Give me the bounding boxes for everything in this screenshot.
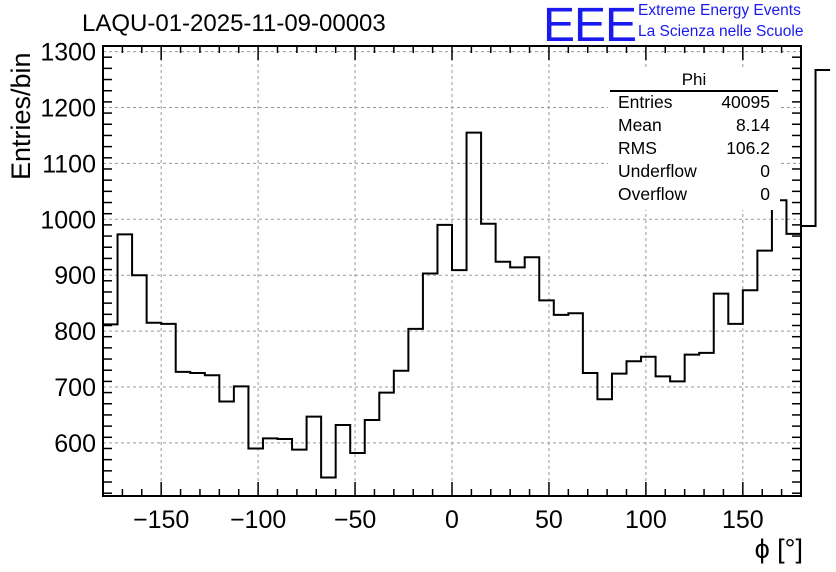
logo-line-2: La Scienza nelle Scuole	[638, 23, 804, 40]
stats-label: Mean	[618, 115, 662, 135]
y-axis-label: Entries/bin	[6, 52, 36, 180]
y-tick-label: 1000	[40, 206, 96, 234]
y-tick-label: 700	[54, 374, 96, 402]
stats-label: Overflow	[618, 184, 688, 204]
stats-label: Entries	[618, 92, 673, 112]
x-tick-label: 0	[445, 506, 459, 534]
stats-value: 0	[760, 184, 770, 204]
stats-label: Underflow	[618, 161, 697, 181]
x-tick-label: 150	[722, 506, 764, 534]
stats-box: Phi Entries 40095 Mean 8.14 RMS 106.2 Un…	[608, 70, 780, 210]
y-tick-label: 600	[54, 430, 96, 458]
stats-divider	[610, 90, 778, 92]
stats-value: 106.2	[726, 138, 770, 158]
chart-title: LAQU-01-2025-11-09-00003	[82, 10, 386, 37]
stats-label: RMS	[618, 138, 657, 158]
histogram-series	[103, 69, 831, 479]
stats-value: 8.14	[735, 115, 770, 135]
x-axis-label: ϕ [°]	[754, 534, 803, 564]
axis-ticks	[102, 45, 802, 496]
y-tick-label: 900	[54, 262, 96, 290]
x-tick-label: 50	[535, 506, 563, 534]
stats-title: Phi	[681, 70, 707, 89]
stats-value: 40095	[721, 92, 770, 112]
stats-value: 0	[760, 161, 770, 181]
y-tick-label: 1200	[40, 94, 96, 122]
x-tick-label: −50	[334, 506, 376, 534]
y-tick-label: 800	[54, 318, 96, 346]
y-tick-label: 1300	[40, 39, 96, 67]
x-tick-labels: −150 −100 −50 0 50 100 150	[133, 506, 764, 534]
x-tick-label: −150	[133, 506, 189, 534]
y-tick-label: 1100	[42, 150, 96, 178]
x-tick-label: −100	[230, 506, 286, 534]
y-tick-labels: 600 700 800 900 1000 1100 1200 1300	[40, 39, 96, 458]
logo-line-1: Extreme Energy Events	[638, 2, 801, 19]
eee-logo-mark: EEE	[543, 0, 637, 52]
x-tick-label: 100	[625, 506, 667, 534]
